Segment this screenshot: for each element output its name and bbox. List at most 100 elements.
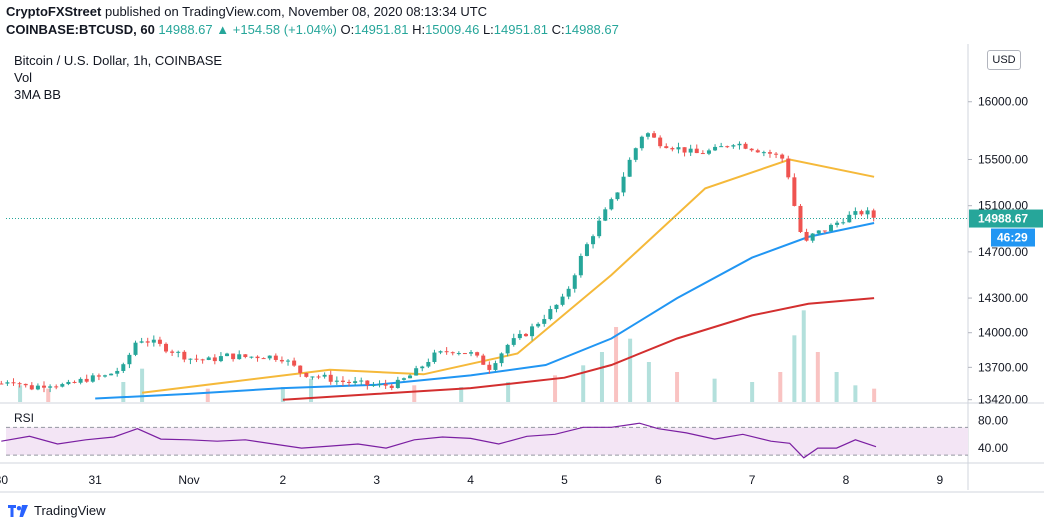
- volume-bar: [18, 385, 23, 402]
- candle-body: [591, 236, 596, 245]
- volume-bar: [801, 310, 806, 402]
- candle-body: [841, 222, 846, 224]
- volume-bar: [581, 365, 586, 402]
- volume-bar: [834, 372, 839, 402]
- publisher-name[interactable]: CryptoFXStreet: [6, 4, 102, 19]
- legend-volume[interactable]: Vol: [14, 70, 33, 85]
- candle-body: [865, 210, 870, 215]
- candle-body: [157, 339, 162, 344]
- volume-bar: [712, 378, 717, 402]
- currency-badge[interactable]: USD: [987, 50, 1021, 70]
- y-tick-label: 16000.00: [978, 95, 1028, 109]
- candle-body: [383, 383, 388, 386]
- candle-body: [804, 231, 809, 241]
- candle-body: [450, 352, 455, 354]
- candle-body: [188, 358, 193, 360]
- tradingview-icon: [8, 504, 28, 517]
- candle-body: [225, 353, 230, 357]
- candle-body: [243, 354, 248, 358]
- countdown-label-bg: [991, 228, 1035, 247]
- candle-body: [828, 224, 833, 232]
- candle-body: [414, 368, 419, 376]
- candle-body: [481, 355, 486, 365]
- candle-body: [774, 153, 779, 155]
- candle-body: [456, 353, 461, 355]
- volume-bar: [750, 382, 755, 402]
- candle-body: [194, 358, 199, 360]
- candle-body: [310, 376, 315, 378]
- last-price: 14988.67: [158, 22, 213, 37]
- candle-body: [145, 341, 150, 343]
- x-tick-label: 6: [655, 473, 662, 487]
- y-tick-label: 14300.00: [978, 291, 1028, 305]
- candle-body: [542, 319, 547, 324]
- candle-body: [444, 351, 449, 353]
- candle-body: [286, 360, 291, 362]
- candle-body: [761, 152, 766, 154]
- candle-body: [639, 136, 644, 149]
- candle-body: [438, 351, 443, 353]
- legend-title[interactable]: Bitcoin / U.S. Dollar, 1h, COINBASE: [14, 53, 223, 68]
- ma-yellow-line: [141, 158, 875, 394]
- volume-bar: [553, 375, 558, 402]
- candle-body: [401, 378, 406, 380]
- x-tick-label: 9: [937, 473, 944, 487]
- candle-body: [42, 385, 47, 388]
- x-tick-label: 3: [373, 473, 380, 487]
- candle-body: [261, 358, 266, 360]
- candles: [0, 130, 876, 393]
- candle-body: [767, 152, 772, 154]
- candle-body: [35, 385, 40, 390]
- volume-bar: [599, 352, 604, 402]
- y-tick-label: 14000.00: [978, 326, 1028, 340]
- candle-body: [420, 366, 425, 369]
- volume-bar: [412, 385, 417, 402]
- legend-bb[interactable]: 3MA BB: [14, 87, 61, 102]
- candle-body: [322, 374, 327, 377]
- x-tick-label: 31: [88, 473, 102, 487]
- candle-body: [700, 153, 705, 155]
- candle-body: [115, 370, 120, 374]
- candle-body: [273, 355, 278, 360]
- candle-body: [377, 383, 382, 386]
- open-label: O:: [340, 22, 355, 37]
- candle-body: [328, 374, 333, 382]
- x-tick-label: 5: [561, 473, 568, 487]
- candle-body: [786, 158, 791, 178]
- x-tick-label: 8: [843, 473, 850, 487]
- candle-body: [133, 342, 138, 355]
- candle-body: [780, 154, 785, 159]
- candle-body: [334, 380, 339, 382]
- candle-body: [17, 383, 22, 385]
- candle-body: [23, 383, 28, 386]
- candle-body: [810, 233, 815, 241]
- candle-body: [859, 211, 864, 215]
- volume-bar: [280, 387, 285, 402]
- candle-body: [676, 147, 681, 150]
- candle-body: [523, 333, 528, 337]
- volume-bars: [18, 310, 877, 402]
- y-tick-label: 15500.00: [978, 152, 1028, 166]
- candle-body: [212, 357, 217, 362]
- volume-bar: [205, 388, 210, 402]
- candle-body: [792, 177, 797, 206]
- volume-bar: [792, 335, 797, 402]
- volume-bar: [872, 388, 877, 402]
- tradingview-wordmark: TradingView: [34, 503, 106, 518]
- candle-body: [389, 385, 394, 389]
- publish-info: published on TradingView.com, November 0…: [104, 4, 488, 19]
- candle-body: [499, 353, 504, 364]
- high-value: 15009.46: [425, 22, 480, 37]
- candle-body: [84, 378, 89, 382]
- candle-body: [0, 383, 4, 385]
- tradingview-logo[interactable]: TradingView: [8, 503, 106, 518]
- candle-body: [627, 159, 632, 177]
- volume-bar: [815, 352, 820, 402]
- volume-bar: [140, 368, 145, 402]
- rsi-tick-label: 80.00: [978, 413, 1008, 427]
- candle-body: [255, 356, 260, 359]
- candle-body: [249, 356, 254, 358]
- x-tick-label: 4: [467, 473, 474, 487]
- symbol-ohlc-line: COINBASE:BTCUSD, 60 14988.67 ▲ +154.58 (…: [6, 22, 619, 37]
